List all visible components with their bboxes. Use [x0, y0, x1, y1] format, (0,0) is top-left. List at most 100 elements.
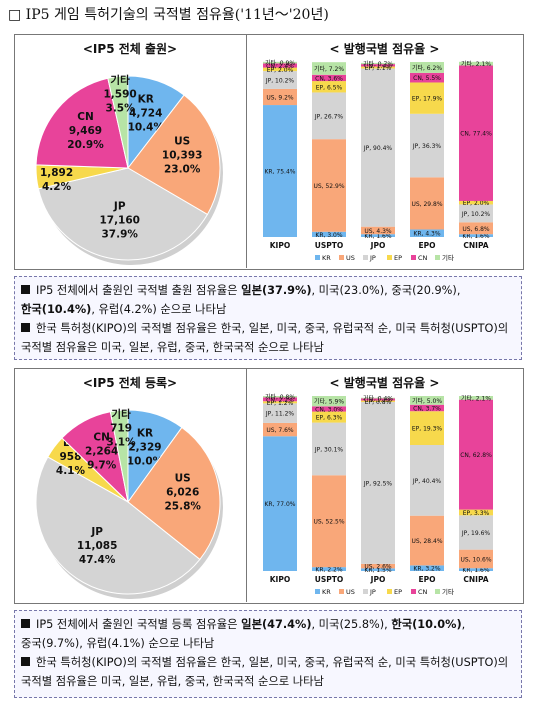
legend-swatch: [339, 589, 344, 594]
bar-segment-USPTO-CN: [312, 74, 346, 82]
slice-percent-label: 3.5%: [106, 103, 136, 115]
bar-segment-JPO-CN: [361, 398, 395, 401]
pie-slice-CN: [35, 77, 129, 169]
bar-data-label: EP, 3.3%: [463, 510, 490, 517]
bar-data-label: 기타, 7.2%: [314, 65, 344, 73]
bar-segment-USPTO-기타: [312, 396, 346, 407]
bar-segment-JPO-JP: [361, 68, 395, 227]
bar-data-label: EP, 1.1%: [365, 65, 392, 72]
slice-value-label: 958: [60, 451, 82, 463]
bar-data-label: EP, 6.5%: [316, 84, 343, 91]
bar-segment-USPTO-EP: [312, 81, 346, 93]
note-text: 한국 특허청(KIPO)의 국적별 점유율은 한국, 일본, 미국, 중국, 유…: [21, 656, 509, 688]
bar-segment-CNIPA-EP: [459, 509, 493, 516]
bar-segment-EPO-EP: [410, 411, 444, 445]
bar-data-label: JP, 40.4%: [412, 478, 442, 485]
bar-chart-registration: KR, 77.0% US, 7.6% JP, 11.2% EP, 1.2%CN, 2.…: [263, 393, 493, 596]
bar-segment-USPTO-JP: [312, 422, 346, 476]
legend-label: 기타: [442, 587, 454, 596]
slice-category-label: KR: [137, 427, 153, 439]
note-text: , 미국(23.0%), 중국(20.9%),: [311, 284, 461, 297]
bar-segment-JPO-기타: [361, 62, 395, 65]
bar-segment-JPO-EP: [361, 66, 395, 69]
legend-swatch: [363, 589, 368, 594]
legend-label: CN: [418, 588, 428, 596]
legend-swatch: [411, 589, 416, 594]
slice-category-label: JP: [90, 526, 103, 538]
bar-data-label: JP, 36.3%: [412, 143, 442, 150]
bar-segment-CNIPA-US: [459, 549, 493, 569]
bar-segment-KIPO-CN: [263, 397, 297, 402]
bar-data-label: CN, 5.5%: [413, 75, 441, 82]
bar-segment-JPO-JP: [361, 401, 395, 564]
bar-segment-EPO-US: [410, 515, 444, 566]
slice-category-label: KR: [138, 94, 154, 106]
slice-value-label: 11,085: [77, 540, 118, 552]
pie-slice-JP: [35, 456, 201, 595]
note-registration-share: IP5 전체에서 출원인 국적별 등록 점유율은 일본(47.4%), 미국(2…: [21, 615, 515, 653]
bar-segment-USPTO-KR: [312, 567, 346, 571]
bar-segment-CNIPA-JP: [459, 515, 493, 550]
panel-divider: [246, 369, 247, 602]
bar-data-label: CN, 2.2%: [266, 397, 294, 404]
note-box-registration: IP5 전체에서 출원인 국적별 등록 점유율은 일본(47.4%), 미국(2…: [14, 610, 522, 698]
bar-segment-JPO-EP: [361, 400, 395, 402]
bar-data-label: CN, 1.2%: [364, 397, 392, 404]
bar-segment-CNIPA-EP: [459, 200, 493, 205]
legend-label: KR: [322, 588, 331, 596]
legend-swatch: [315, 255, 320, 260]
legend-label: JP: [369, 588, 376, 596]
bar-data-label: CN, 3.7%: [413, 405, 441, 412]
bar-data-label: KR, 1.5%: [364, 567, 391, 574]
legend-label: JP: [369, 254, 376, 262]
bar-data-label: 기타, 0.4%: [363, 395, 393, 403]
bar-data-label: KR, 4.3%: [413, 231, 440, 238]
bar-segment-EPO-CN: [410, 72, 444, 83]
x-tick-label: CNIPA: [463, 241, 488, 250]
legend-label: EP: [394, 254, 402, 262]
slice-value-label: 2,329: [128, 441, 161, 453]
bar-data-label: JP, 10.2%: [461, 211, 491, 218]
bar-data-label: JP, 30.1%: [314, 446, 344, 453]
note-text: , 유럽(4.2%) 순으로 나타남: [91, 303, 227, 316]
bar-segment-EPO-CN: [410, 404, 444, 412]
slice-category-label: JP: [113, 201, 126, 213]
bar-data-label: 기타, 5.9%: [314, 398, 344, 406]
bar-data-label: US, 10.6%: [460, 556, 491, 563]
bar-data-label: US, 28.4%: [411, 538, 442, 545]
note-text: , 미국(25.8%),: [311, 618, 392, 631]
bar-data-label: US, 6.8%: [462, 226, 490, 233]
pie-slice-기타: [109, 409, 129, 503]
bar-data-label: KR, 77.0%: [265, 501, 296, 508]
slice-value-label: 719: [110, 423, 132, 435]
bar-segment-KIPO-US: [263, 422, 297, 437]
bar-segment-KIPO-기타: [263, 396, 297, 398]
bar-data-label: US, 29.8%: [411, 201, 442, 208]
bar-title-registration: < 발행국별 점유율 >: [329, 376, 440, 390]
bar-data-label: CN, 2.4%: [266, 63, 294, 70]
bar-data-label: EP, 6.3%: [316, 415, 343, 422]
note-text: IP5 전체에서 출원인 국적별 출원 점유율은: [36, 284, 242, 297]
bar-segment-EPO-기타: [410, 396, 444, 405]
slice-category-label: CN: [93, 431, 110, 443]
note-registration-office: 한국 특허청(KIPO)의 국적별 점유율은 한국, 일본, 미국, 중국, 유…: [21, 653, 515, 691]
bar-data-label: CN, 1.4%: [364, 63, 392, 70]
bar-data-label: EP, 2.0%: [463, 200, 490, 207]
panel-divider: [246, 35, 247, 268]
slice-percent-label: 20.9%: [67, 139, 104, 151]
bar-segment-KIPO-EP: [263, 401, 297, 404]
legend-swatch: [435, 255, 440, 260]
bar-segment-EPO-JP: [410, 113, 444, 178]
slice-value-label: 17,160: [99, 215, 140, 227]
note-text: 한국 특허청(KIPO)의 국적별 점유율은 한국, 일본, 미국, 중국, 유…: [21, 322, 509, 354]
note-bold-japan: 일본(37.9%): [241, 284, 312, 297]
bar-segment-USPTO-US: [312, 139, 346, 232]
bullet-icon: [21, 285, 30, 294]
bar-data-label: KR, 1.6%: [462, 233, 489, 240]
slice-percent-label: 23.0%: [164, 163, 201, 175]
bar-segment-USPTO-US: [312, 475, 346, 568]
pie-slice-US: [127, 426, 221, 561]
pie-title-registration: <IP5 전체 등록>: [82, 376, 178, 390]
note-filing-share: IP5 전체에서 출원인 국적별 출원 점유율은 일본(37.9%), 미국(2…: [21, 281, 515, 319]
slice-value-label: 9,469: [69, 125, 102, 137]
